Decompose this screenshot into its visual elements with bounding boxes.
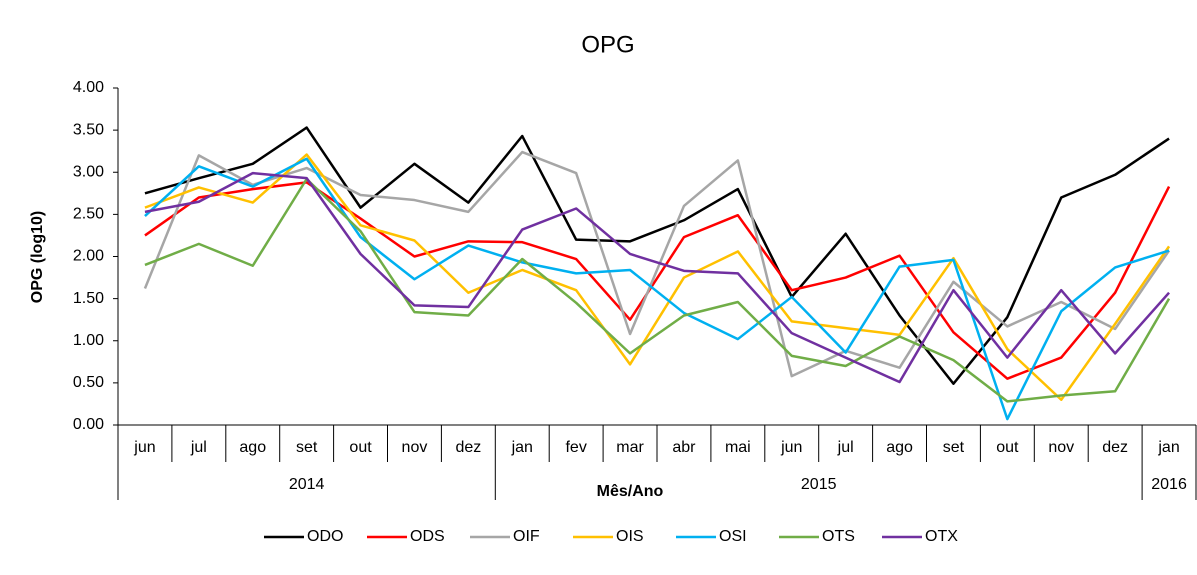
y-tick-label: 4.00 [73, 79, 104, 96]
y-tick-label: 0.50 [73, 374, 104, 391]
x-tick-label: dez [455, 439, 481, 456]
x-tick-label: jul [837, 439, 854, 456]
chart-title: OPG [581, 31, 634, 58]
legend-label: ODO [307, 528, 343, 545]
legend-label: OIF [513, 528, 540, 545]
y-tick-label: 1.00 [73, 332, 104, 349]
x-tick-label: nov [402, 439, 428, 456]
x-tick-label: fev [565, 439, 586, 456]
legend-label: OIS [616, 528, 644, 545]
y-tick-label: 0.00 [73, 416, 104, 433]
y-axis-title: OPG (log10) [29, 211, 46, 303]
series-line [144, 157, 1170, 421]
x-tick-label: out [349, 439, 372, 456]
x-tick-label: dez [1102, 439, 1128, 456]
x-tick-label: set [296, 439, 318, 456]
x-tick-label: nov [1048, 439, 1074, 456]
x-tick-label: set [943, 439, 965, 456]
x-tick-label: mar [616, 439, 644, 456]
y-tick-label: 3.00 [73, 163, 104, 180]
y-tick-label: 2.00 [73, 248, 104, 265]
series-line [144, 177, 1171, 403]
x-tick-label: out [996, 439, 1019, 456]
group-label: 2014 [289, 476, 325, 493]
series-line [144, 171, 1170, 384]
series-line [144, 153, 1171, 401]
x-axis-title: Mês/Ano [597, 483, 664, 500]
x-tick-label: jan [1157, 439, 1179, 456]
x-tick-label: abr [672, 439, 696, 456]
x-tick-label: jan [511, 439, 533, 456]
group-label: 2015 [801, 476, 837, 493]
x-tick-label: jul [190, 439, 207, 456]
legend-label: OTS [822, 528, 855, 545]
x-tick-label: mai [725, 439, 751, 456]
series-line [144, 126, 1170, 385]
group-label: 2016 [1151, 476, 1187, 493]
x-tick-label: ago [886, 439, 913, 456]
x-tick-label: ago [239, 439, 266, 456]
legend-label: OTX [925, 528, 958, 545]
y-tick-label: 1.50 [73, 290, 104, 307]
y-tick-label: 3.50 [73, 121, 104, 138]
y-tick-label: 2.50 [73, 206, 104, 223]
x-tick-label: jun [780, 439, 802, 456]
series-line [143, 150, 1171, 378]
legend-label: OSI [719, 528, 747, 545]
x-tick-label: jun [133, 439, 155, 456]
legend-label: ODS [410, 528, 445, 545]
